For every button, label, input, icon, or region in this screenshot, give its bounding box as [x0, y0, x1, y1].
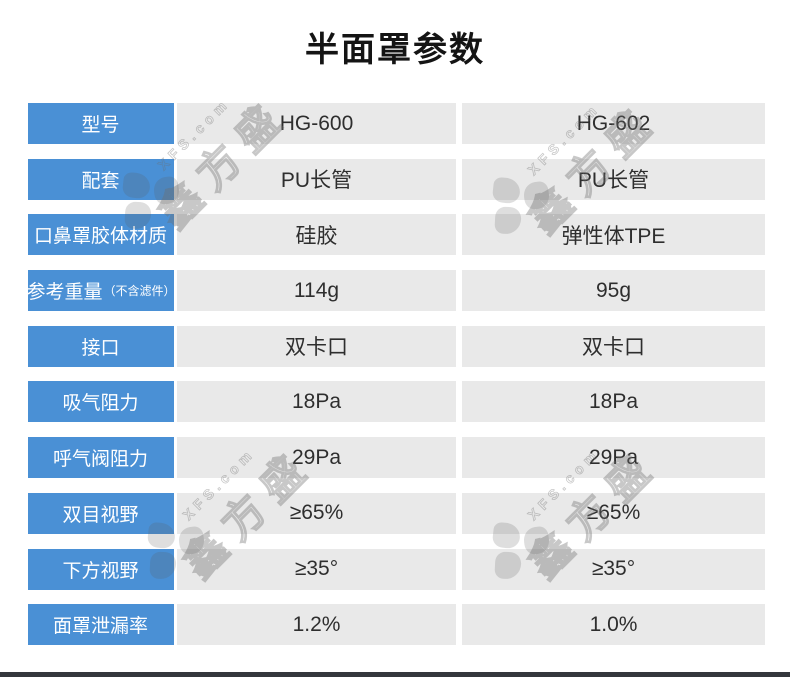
value-cell-hg602: ≥65% — [462, 492, 765, 534]
value-cell-hg600: 硅胶 — [177, 214, 456, 256]
table-row-weight: 参考重量 （不含滤件） 114g 95g — [26, 270, 765, 312]
page-title: 半面罩参数 — [305, 31, 485, 69]
row-label: 面罩泄漏率 — [52, 616, 148, 638]
row-label-cell: 双目视野 — [28, 492, 174, 534]
row-label-cell: 下方视野 — [28, 548, 174, 590]
value-cell-hg602: HG-602 — [462, 103, 765, 144]
row-label-cell: 型号 — [28, 103, 174, 144]
row-label-cell: 口鼻罩胶体材质 — [28, 214, 174, 256]
value-cell-hg602: ≥35° — [462, 548, 765, 590]
value-cell-hg600: 114g — [177, 270, 456, 312]
row-label: 呼气阀阻力 — [52, 449, 148, 471]
spec-table: 型号 HG-600 HG-602 配套 PU长管 PU长管 口鼻罩胶体材质 硅胶… — [26, 103, 765, 646]
row-label-cell: 接口 — [28, 325, 174, 367]
row-label: 接口 — [81, 337, 120, 359]
row-label: 下方视野 — [62, 560, 139, 582]
row-label: 吸气阻力 — [62, 393, 139, 415]
value-cell-hg602: PU长管 — [462, 158, 765, 200]
table-row-interface: 接口 双卡口 双卡口 — [28, 325, 765, 367]
value-cell-hg602: 弹性体TPE — [462, 214, 765, 256]
row-label: 参考重量 — [26, 282, 103, 304]
value-cell-hg600: PU长管 — [177, 158, 456, 200]
row-label-cell: 配套 — [28, 158, 174, 200]
value-cell-hg600: ≥35° — [177, 548, 456, 590]
value-cell-hg600: 1.2% — [177, 604, 456, 646]
bottom-bar — [0, 672, 790, 677]
table-row-inhale-resistance: 吸气阻力 18Pa 18Pa — [28, 381, 765, 423]
value-cell-hg600: 18Pa — [177, 381, 456, 423]
value-cell-hg602: 18Pa — [462, 381, 765, 423]
row-label: 型号 — [81, 115, 120, 136]
table-row-material: 口鼻罩胶体材质 硅胶 弹性体TPE — [28, 214, 765, 256]
value-cell-hg600: HG-600 — [177, 103, 456, 144]
table-row-lower-view: 下方视野 ≥35° ≥35° — [28, 548, 765, 590]
row-label-cell: 参考重量 （不含滤件） — [26, 270, 176, 312]
value-cell-hg600: 29Pa — [177, 437, 456, 479]
row-label: 口鼻罩胶体材质 — [33, 226, 167, 248]
table-row-matching: 配套 PU长管 PU长管 — [28, 158, 765, 200]
row-label: 双目视野 — [62, 504, 139, 526]
table-row-leakage-rate: 面罩泄漏率 1.2% 1.0% — [28, 604, 765, 646]
value-cell-hg600: ≥65% — [177, 492, 456, 534]
value-cell-hg602: 95g — [462, 270, 765, 312]
value-cell-hg600: 双卡口 — [177, 325, 456, 367]
row-label-cell: 呼气阀阻力 — [28, 437, 174, 479]
row-label-note: （不含滤件） — [103, 284, 176, 299]
value-cell-hg602: 1.0% — [462, 604, 765, 646]
table-row-exhale-valve-resistance: 呼气阀阻力 29Pa 29Pa — [28, 437, 765, 479]
value-cell-hg602: 双卡口 — [462, 325, 765, 367]
row-label-cell: 面罩泄漏率 — [28, 604, 174, 646]
table-row-binocular-view: 双目视野 ≥65% ≥65% — [28, 492, 765, 534]
value-cell-hg602: 29Pa — [462, 437, 765, 479]
table-row-model: 型号 HG-600 HG-602 — [28, 103, 765, 144]
row-label-cell: 吸气阻力 — [28, 381, 174, 423]
row-label: 配套 — [81, 170, 120, 192]
